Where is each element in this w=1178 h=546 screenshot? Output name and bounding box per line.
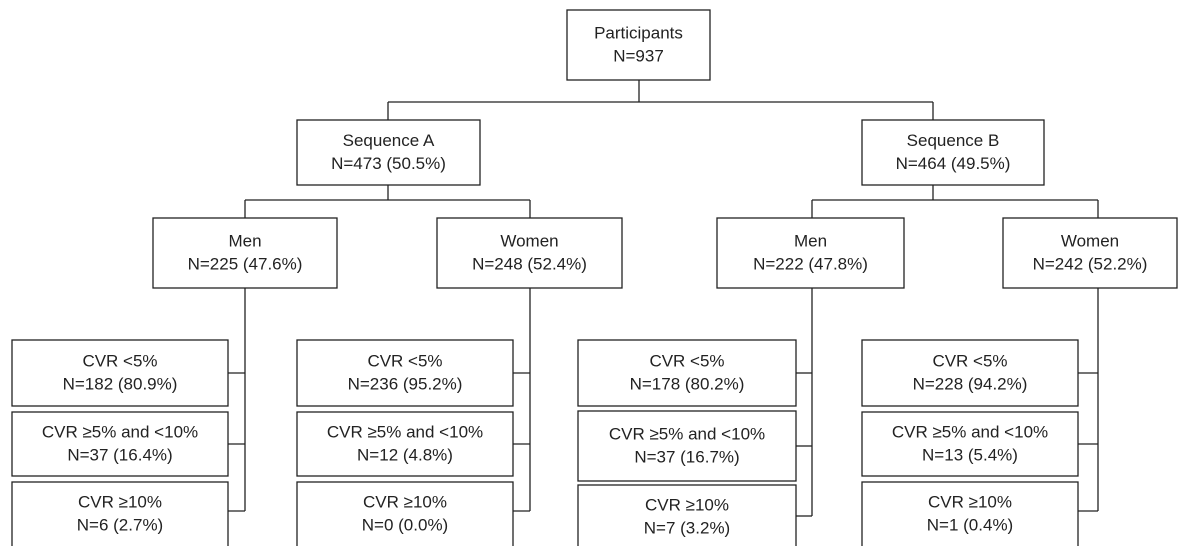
node-label: Men	[794, 231, 827, 250]
node-box	[296, 481, 514, 546]
node-box	[1002, 217, 1178, 289]
node-box	[861, 339, 1079, 407]
node-box	[577, 484, 797, 546]
node-label: CVR ≥10%	[645, 495, 729, 514]
node-box	[11, 481, 229, 546]
node-label: Participants	[594, 23, 683, 42]
node-label: N=13 (5.4%)	[922, 445, 1018, 464]
node-box	[577, 339, 797, 407]
node-label: N=473 (50.5%)	[331, 154, 446, 173]
node-label: N=228 (94.2%)	[913, 374, 1028, 393]
node-box	[296, 339, 514, 407]
node-box	[861, 411, 1079, 477]
node-label: N=182 (80.9%)	[63, 374, 178, 393]
node-box	[716, 217, 905, 289]
node-label: CVR ≥10%	[928, 492, 1012, 511]
node-box	[436, 217, 623, 289]
node-label: N=178 (80.2%)	[630, 374, 745, 393]
node-label: N=0 (0.0%)	[362, 515, 448, 534]
node-label: Women	[1061, 231, 1119, 250]
node-label: N=248 (52.4%)	[472, 254, 587, 273]
node-label: N=937	[613, 46, 664, 65]
node-box	[566, 9, 711, 81]
node-label: CVR <5%	[932, 351, 1007, 370]
node-label: CVR ≥5% and <10%	[609, 424, 765, 443]
node-label: N=236 (95.2%)	[348, 374, 463, 393]
node-box	[296, 119, 481, 186]
node-label: N=242 (52.2%)	[1033, 254, 1148, 273]
node-label: Men	[228, 231, 261, 250]
node-label: Sequence B	[907, 131, 1000, 150]
node-box	[577, 410, 797, 482]
node-label: CVR <5%	[649, 351, 724, 370]
node-label: Sequence A	[343, 131, 435, 150]
node-label: CVR ≥5% and <10%	[42, 422, 198, 441]
node-label: N=7 (3.2%)	[644, 518, 730, 537]
node-label: Women	[500, 231, 558, 250]
node-box	[11, 339, 229, 407]
node-box	[11, 411, 229, 477]
node-label: CVR <5%	[82, 351, 157, 370]
node-label: N=6 (2.7%)	[77, 515, 163, 534]
node-label: CVR ≥10%	[363, 492, 447, 511]
node-label: N=1 (0.4%)	[927, 515, 1013, 534]
node-label: CVR ≥10%	[78, 492, 162, 511]
node-box	[296, 411, 514, 477]
node-label: N=222 (47.8%)	[753, 254, 868, 273]
node-label: N=225 (47.6%)	[188, 254, 303, 273]
connectors	[228, 80, 1099, 517]
node-label: CVR ≥5% and <10%	[327, 422, 483, 441]
node-box	[861, 481, 1079, 546]
node-label: CVR <5%	[367, 351, 442, 370]
node-label: N=464 (49.5%)	[896, 154, 1011, 173]
node-box	[861, 119, 1045, 186]
node-label: N=37 (16.4%)	[67, 445, 172, 464]
node-label: N=12 (4.8%)	[357, 445, 453, 464]
node-label: CVR ≥5% and <10%	[892, 422, 1048, 441]
node-label: N=37 (16.7%)	[634, 447, 739, 466]
node-box	[152, 217, 338, 289]
